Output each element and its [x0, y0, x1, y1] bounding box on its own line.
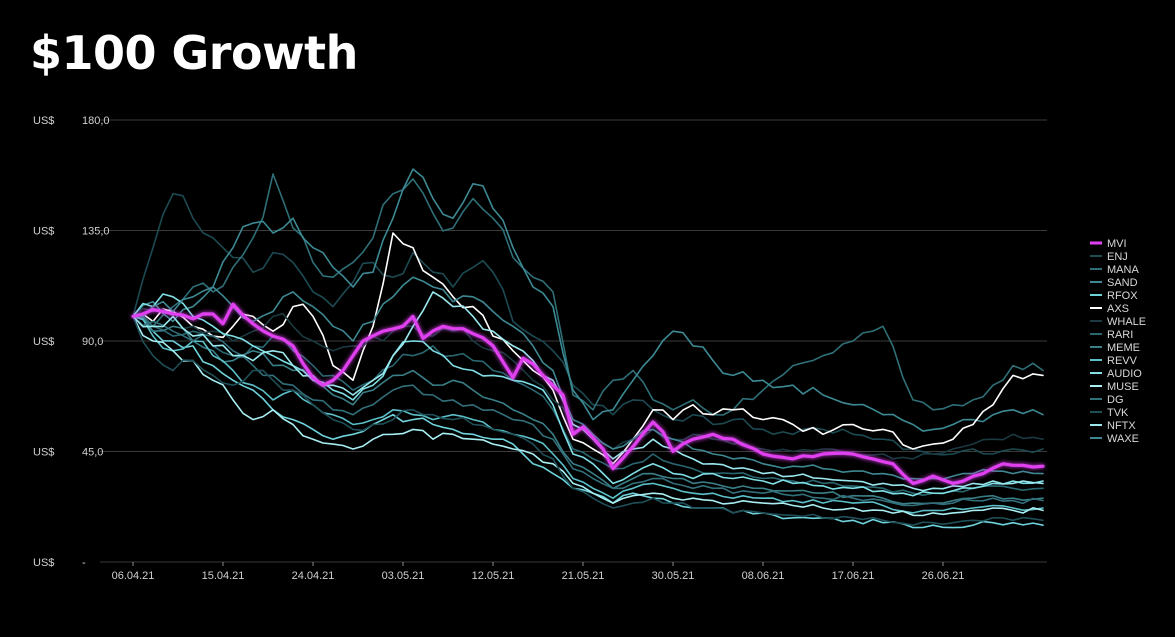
series-line-revv: [132, 315, 1044, 514]
legend-label-meme: MEME: [1107, 342, 1140, 354]
series-line-mana: [132, 173, 1044, 416]
x-tick-label: 06.04.21: [112, 570, 155, 582]
x-axis: 06.04.21 15.04.21 24.04.21 03.05.21 12.05.21…: [112, 562, 965, 582]
legend-label-rari: RARI: [1107, 329, 1133, 341]
y-tick-currency: US$: [33, 226, 54, 238]
x-tick-label: 08.06.21: [742, 570, 785, 582]
series-line-tvk: [132, 315, 1044, 526]
y-tick-currency: US$: [33, 336, 54, 348]
x-tick-label: 15.04.21: [202, 570, 245, 582]
legend-label-mana: MANA: [1107, 264, 1139, 276]
legend-label-rfox: RFOX: [1107, 290, 1138, 302]
legend-label-revv: REVV: [1107, 355, 1138, 367]
series-line-meme: [132, 315, 1044, 505]
x-tick-label: 24.04.21: [292, 570, 335, 582]
legend-label-dg: DG: [1107, 394, 1124, 406]
x-tick-label: 30.05.21: [652, 570, 695, 582]
series-line-axs: [132, 232, 1044, 465]
series-line-sand: [132, 168, 1044, 432]
y-axis: US$ - US$ 45,0 US$ 90,0 US$ 135,0 US$ 180,0: [33, 115, 110, 569]
y-tick-label: 45,0: [82, 447, 103, 459]
legend-label-waxe: WAXE: [1107, 433, 1139, 445]
series-line-audio: [132, 293, 1044, 497]
legend-label-sand: SAND: [1107, 277, 1138, 289]
y-tick-currency: US$: [33, 447, 54, 459]
series-lines: [131, 168, 1045, 529]
series-line-enj: [132, 192, 1044, 456]
y-tick-label: 180,0: [82, 115, 110, 127]
x-tick-label: 21.05.21: [562, 570, 605, 582]
x-tick-label: 26.06.21: [922, 570, 965, 582]
series-line-waxe: [132, 276, 1044, 480]
legend-label-mvi: MVI: [1107, 238, 1127, 250]
legend-label-whale: WHALE: [1107, 316, 1146, 328]
legend-label-nftx: NFTX: [1107, 420, 1136, 432]
x-tick-label: 17.06.21: [832, 570, 875, 582]
legend-label-muse: MUSE: [1107, 381, 1139, 393]
legend-label-axs: AXS: [1107, 303, 1129, 315]
grid-lines: [100, 119, 1047, 563]
y-tick-label: 135,0: [82, 226, 110, 238]
y-tick-currency: US$: [33, 557, 54, 569]
page-title: $100 Growth: [30, 26, 358, 80]
y-tick-label: 90,0: [82, 336, 103, 348]
series-line-muse: [132, 315, 1044, 517]
legend: MVIENJMANASANDRFOXAXSWHALERARIMEMEREVVAU…: [1090, 238, 1146, 445]
series-line-dg: [132, 315, 1044, 507]
x-tick-label: 12.05.21: [472, 570, 515, 582]
x-tick-label: 03.05.21: [382, 570, 425, 582]
legend-label-audio: AUDIO: [1107, 368, 1142, 380]
series-line-mvi: [131, 302, 1045, 485]
y-tick-label: -: [82, 557, 86, 569]
legend-label-tvk: TVK: [1107, 407, 1129, 419]
y-tick-currency: US$: [33, 115, 54, 127]
legend-label-enj: ENJ: [1107, 251, 1128, 263]
